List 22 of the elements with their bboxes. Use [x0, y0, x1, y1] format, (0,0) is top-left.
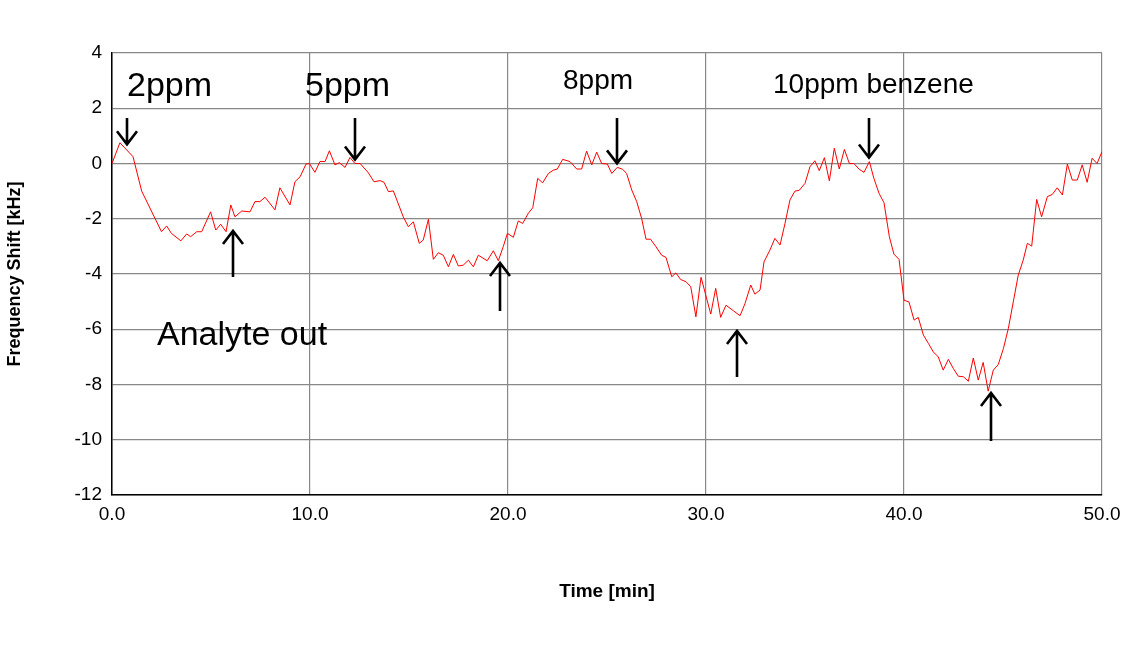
annotation: Analyte out [157, 314, 328, 352]
y-tick-label: 2 [91, 96, 102, 118]
x-tick-label: 10.0 [291, 502, 329, 524]
annotation: 10ppm benzene [773, 68, 974, 99]
x-tick-label: 40.0 [885, 502, 923, 524]
x-tick-label: 0.0 [98, 502, 126, 524]
annotation: 8ppm [563, 64, 634, 95]
y-tick-label: -6 [85, 317, 102, 339]
x-tick-label: 50.0 [1083, 502, 1121, 524]
x-axis-title: Time [min] [559, 579, 655, 601]
y-tick-label: -10 [74, 427, 102, 449]
y-tick-label: -4 [85, 262, 103, 284]
x-tick-label: 30.0 [687, 502, 725, 524]
x-tick-label: 20.0 [489, 502, 527, 524]
annotation: 5ppm [305, 65, 391, 103]
y-axis-title: Frequency Shift [kHz] [3, 181, 24, 367]
y-tick-label: -8 [85, 372, 102, 394]
y-tick-label: 4 [91, 41, 103, 63]
y-tick-label: -2 [85, 206, 102, 228]
y-tick-label: 0 [91, 151, 102, 173]
y-tick-label: -12 [74, 483, 102, 505]
annotation: 2ppm [127, 65, 213, 103]
